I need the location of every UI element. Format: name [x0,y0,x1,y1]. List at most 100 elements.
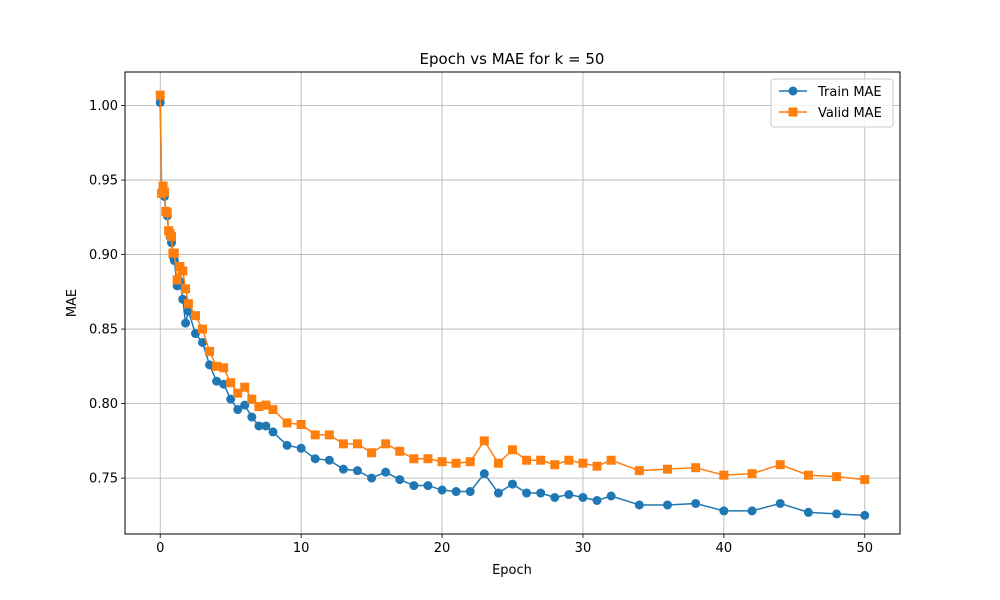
chart-title: Epoch vs MAE for k = 50 [420,50,605,68]
data-point [353,439,362,449]
data-point [564,490,574,500]
data-point [181,284,191,294]
data-point [247,394,257,404]
data-point [719,506,729,516]
data-point [155,90,165,100]
data-point [832,472,842,482]
axis-ticks: 0 10 20 30 40 50 0.75 0.80 0.85 0.90 0.95 1.00 [89,99,873,556]
data-point [522,488,532,498]
data-point [159,187,169,197]
data-point [493,458,503,468]
data-point [219,363,229,373]
data-point [338,464,348,474]
data-point [172,275,182,285]
data-point [409,481,419,491]
data-point [158,181,168,191]
x-tick-label: 20 [434,541,451,556]
data-point [564,455,574,465]
data-point [536,488,546,498]
data-point [261,421,271,431]
data-point [803,507,813,517]
legend: Train MAE Valid MAE [770,78,894,128]
data-point [167,232,176,242]
legend-label-valid: Valid MAE [818,106,882,121]
data-point [268,427,278,437]
data-point [493,488,503,498]
data-point [233,388,243,398]
data-point [190,311,200,321]
data-point [169,248,179,258]
data-point [437,457,447,467]
data-point [324,455,334,465]
data-point [634,500,644,510]
data-point [282,440,292,450]
data-point [747,506,757,516]
data-point [550,460,560,470]
data-point [198,337,207,347]
data-point [162,208,172,218]
data-point [181,318,191,328]
data-point [226,394,236,404]
data-point [550,492,560,502]
data-point [508,479,517,489]
data-point [691,498,701,508]
data-point [719,470,729,480]
data-point [634,466,644,476]
data-point [465,457,475,467]
data-point [747,469,757,479]
data-point [254,421,264,431]
data-point [663,464,672,474]
data-point [451,458,461,468]
x-axis-label: Epoch [492,563,532,578]
data-point [803,470,813,480]
data-point [338,439,348,449]
data-point [437,485,447,495]
data-point [395,446,405,456]
data-point [261,400,271,410]
data-point [310,454,320,464]
data-point [592,495,602,505]
data-point [409,454,419,464]
x-tick-label: 30 [575,541,592,556]
data-point [775,460,785,470]
data-point [536,455,546,465]
data-point [775,498,785,508]
data-point [381,467,391,477]
legend-label-train: Train MAE [817,85,882,100]
data-point [310,430,320,440]
data-point [860,475,870,485]
data-point [219,379,229,389]
data-point [205,360,215,370]
data-point [479,469,489,479]
data-point [860,510,870,520]
data-point [324,430,334,440]
x-tick-label: 10 [293,541,310,556]
data-point [226,378,236,388]
data-point [663,500,672,510]
y-tick-label: 0.75 [89,472,118,487]
y-tick-label: 0.90 [89,248,118,263]
data-point [395,475,405,485]
data-point [282,418,292,428]
legend-marker-train [788,86,798,96]
data-point [423,481,433,491]
x-tick-label: 40 [716,541,733,556]
data-point [451,487,461,497]
legend-marker-valid [788,107,798,117]
y-tick-label: 0.80 [89,397,118,412]
data-point [268,405,278,415]
y-tick-label: 0.95 [89,174,118,189]
plot-series [155,90,870,520]
data-point [296,419,306,429]
data-point [254,402,264,412]
plot-area-frame [124,71,901,535]
data-point [296,443,306,453]
data-point [578,458,588,468]
data-point [183,299,193,309]
x-tick-label: 0 [156,541,164,556]
data-point [423,454,433,464]
y-tick-label: 1.00 [89,99,118,114]
data-point [592,461,602,471]
data-point [832,509,842,519]
